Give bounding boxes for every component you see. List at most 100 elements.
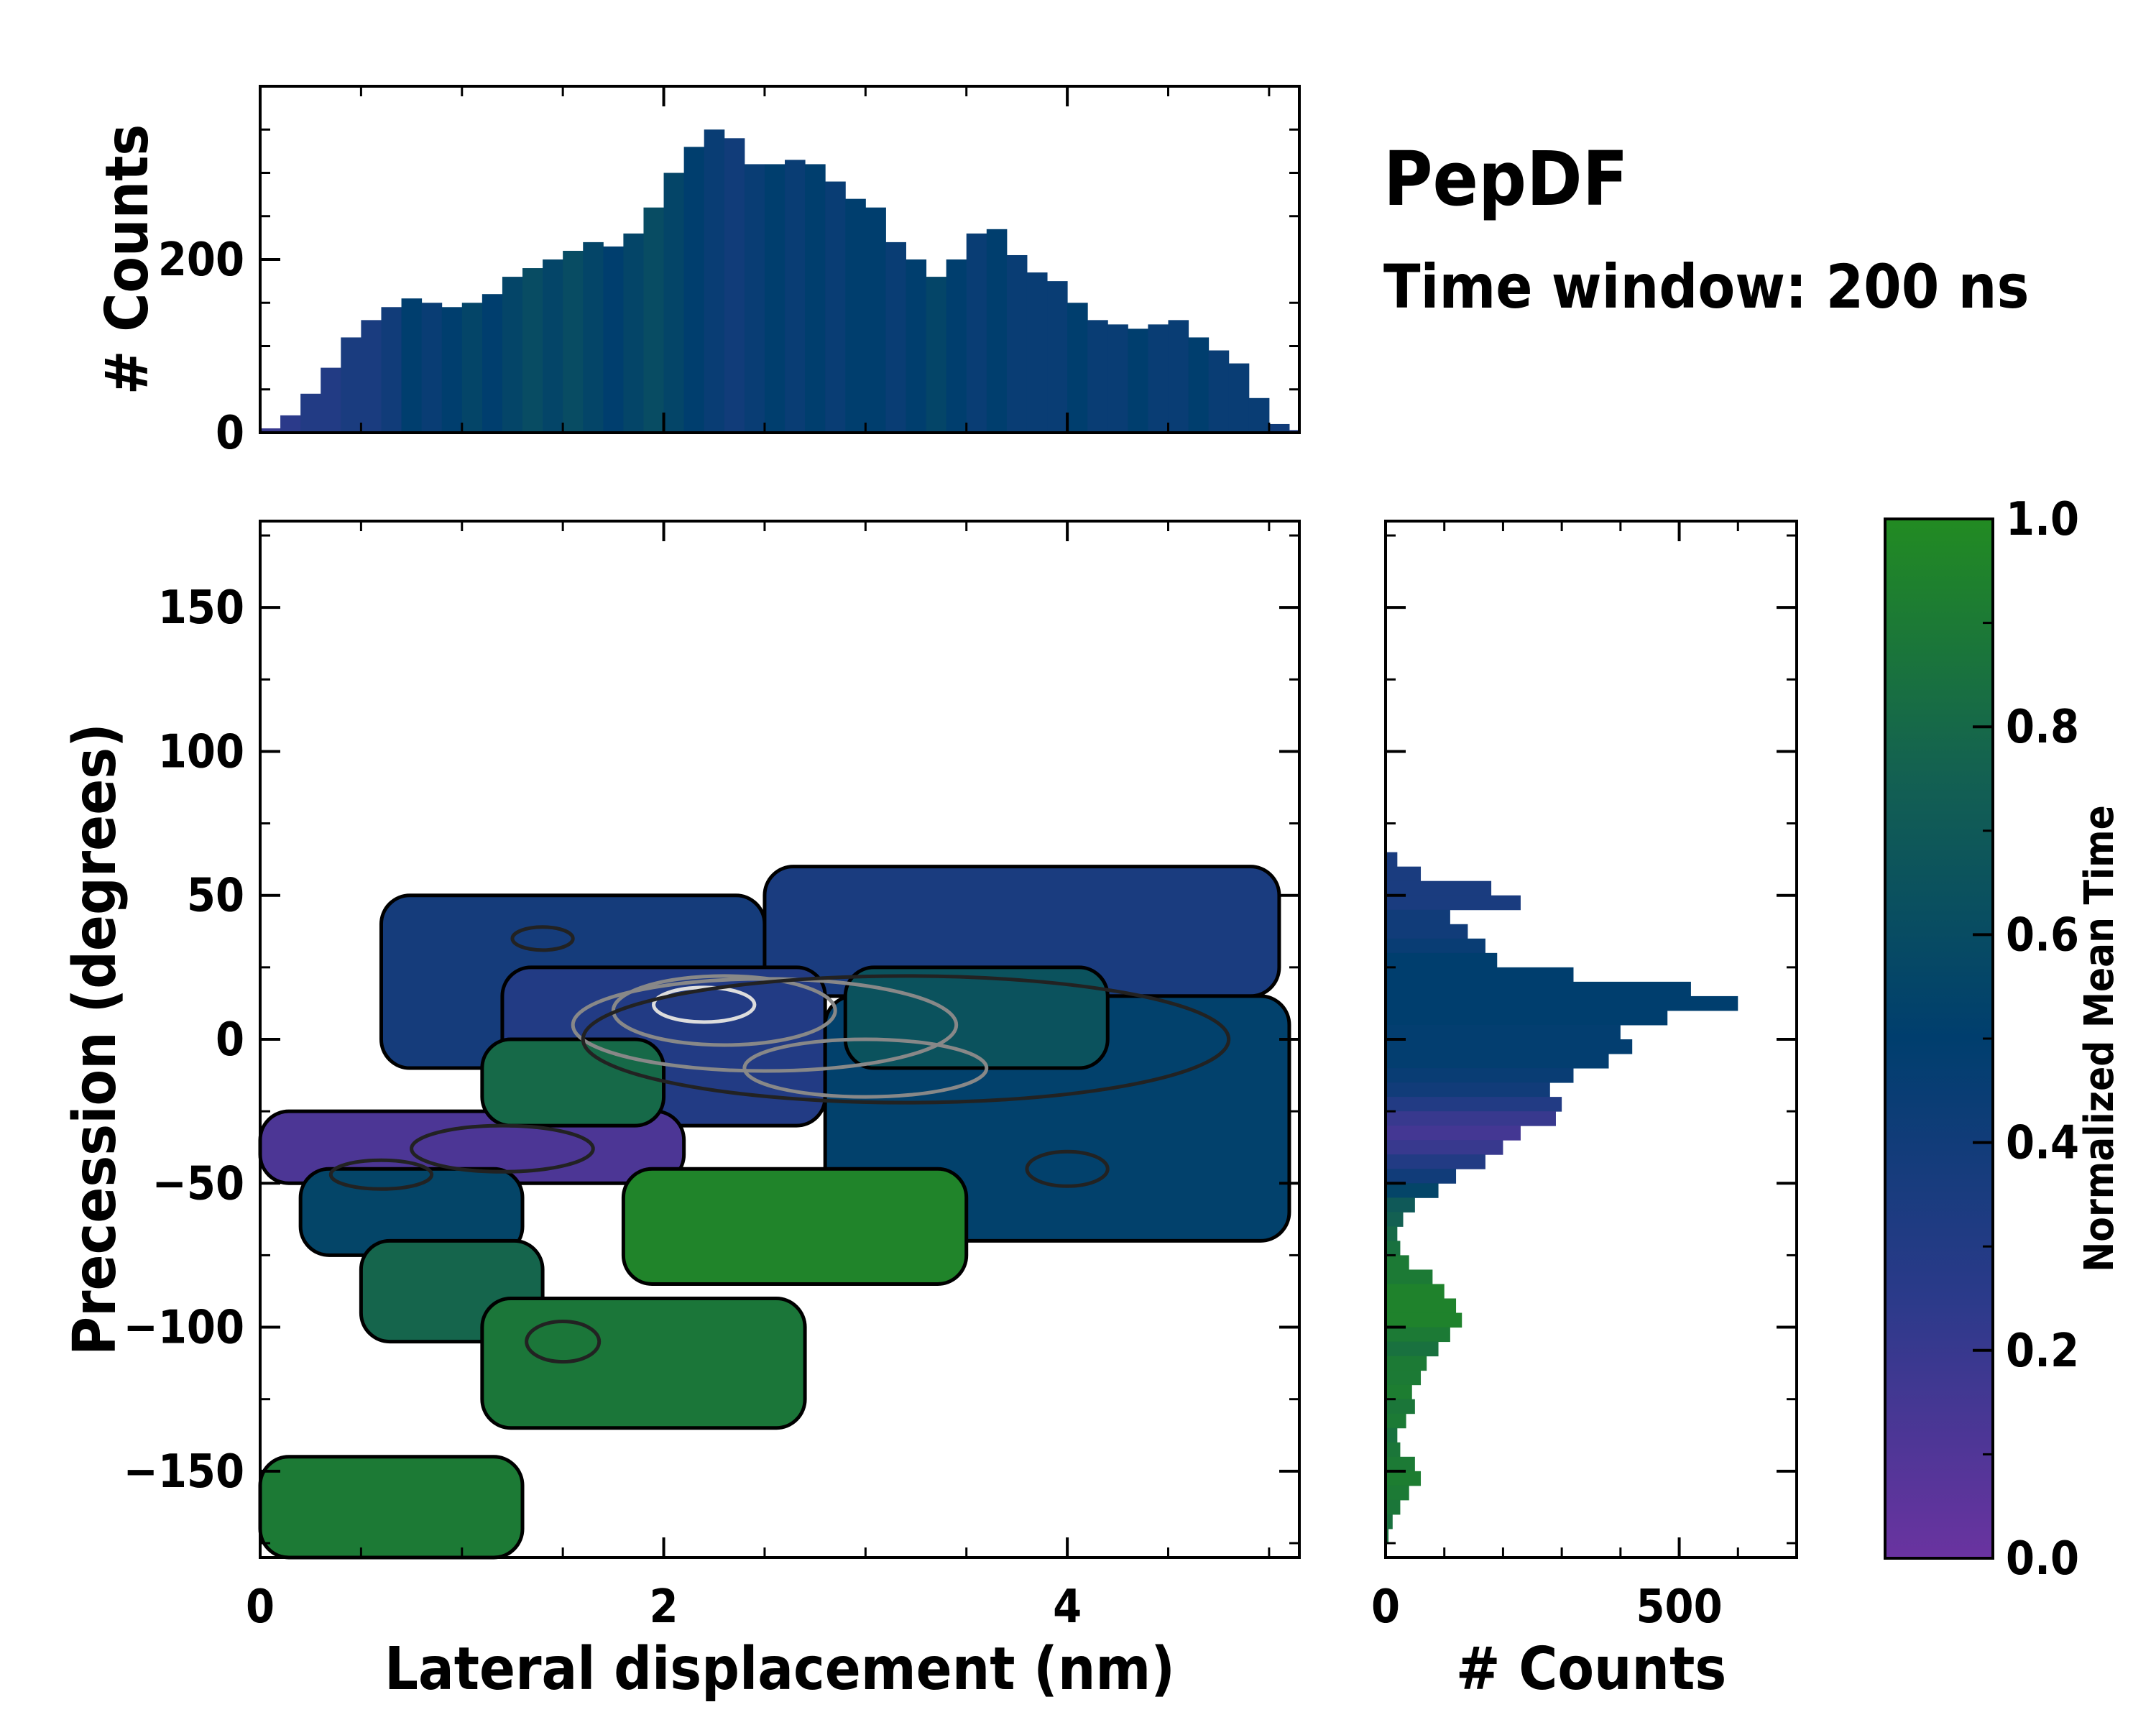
right-histogram-bars (1386, 852, 1738, 1544)
top-hist-bar (361, 320, 382, 433)
right-hist-bar (1386, 1039, 1633, 1054)
right-hist-bar (1386, 1169, 1457, 1184)
density-contour-8 (525, 1320, 602, 1364)
top-hist-bar (321, 367, 341, 433)
top-hist-bar (1248, 397, 1270, 433)
colorbar: 0.0 0.2 0.4 0.6 0.8 1.0 Normalized Mean Time (1884, 493, 2123, 1586)
top-hist-bar (441, 307, 463, 433)
right-hist-bar (1386, 1384, 1412, 1400)
right-hist-bar (1386, 1341, 1439, 1357)
top-axis-ticks: 0 200 (158, 86, 1299, 460)
top-hist-bar (1067, 303, 1088, 433)
top-hist-bar (1168, 320, 1189, 433)
top-hist-bar (1148, 324, 1169, 433)
top-hist-bar (603, 246, 624, 433)
right-hist-bar (1386, 1241, 1401, 1256)
heatmap-cluster-10 (480, 1297, 807, 1430)
top-hist-bar (522, 268, 543, 433)
heatmap-cluster-9 (621, 1167, 969, 1286)
density-contours (328, 925, 1231, 1364)
top-hist-bar (1228, 363, 1250, 433)
main-x-axis-label: Lateral displacement (nm) (384, 1635, 1175, 1703)
right-hist-bar (1386, 1456, 1415, 1472)
top-hist-bar (461, 303, 483, 433)
right-hist-bar (1386, 1054, 1609, 1069)
right-hist-bar (1386, 1284, 1445, 1299)
right-hist-bar (1386, 1024, 1621, 1040)
right-hist-bar (1386, 1197, 1415, 1213)
density-contour-0 (652, 985, 757, 1024)
colorbar-label: Normalized Mean Time (2076, 805, 2123, 1272)
colorbar-tick-label: 0.8 (2006, 701, 2079, 754)
colorbar-tick-label: 0.0 (2006, 1532, 2079, 1586)
right-hist-bar (1386, 1154, 1485, 1169)
density-contour-2 (571, 977, 959, 1073)
main-y-tick-label: 0 (216, 1013, 244, 1067)
main-y-tick-label: −150 (124, 1445, 244, 1499)
right-hist-bar (1386, 1212, 1404, 1227)
top-hist-bar (1188, 337, 1210, 433)
top-hist-bar (785, 160, 806, 433)
top-hist-bar (926, 277, 947, 433)
top-hist-bar (764, 164, 786, 433)
main-y-tick-label: 150 (158, 581, 244, 635)
top-hist-bar (260, 428, 281, 433)
top-hist-bar (1128, 328, 1148, 433)
main-y-tick-label: −50 (152, 1157, 244, 1210)
right-hist-bar (1386, 1413, 1406, 1429)
top-y-axis-label: # Counts (93, 124, 162, 395)
right-hist-bar (1386, 909, 1450, 925)
top-hist-bar (563, 250, 584, 433)
top-y-tick-label: 0 (216, 407, 244, 460)
density-contour-6 (328, 1158, 434, 1191)
right-hist-bar (1386, 924, 1468, 939)
colorbar-ticks: 0.0 0.2 0.4 0.6 0.8 1.0 (1973, 493, 2079, 1586)
top-hist-bar (280, 415, 301, 433)
right-hist-bar (1386, 1068, 1574, 1083)
main-x-tick-label: 0 (246, 1581, 275, 1634)
top-hist-bar (1208, 350, 1230, 433)
main-y-tick-label: 50 (187, 870, 244, 923)
main-panel: 0 2 4 −150 −100 −50 0 50 100 150 Lateral displace… (61, 520, 1301, 1703)
right-hist-bar (1386, 852, 1398, 868)
right-x-tick-label: 500 (1636, 1581, 1722, 1634)
right-hist-bar (1386, 1111, 1556, 1126)
top-hist-bar (724, 138, 745, 433)
top-hist-bar (401, 298, 423, 433)
right-hist-bar (1386, 1226, 1398, 1241)
top-hist-bar (1026, 272, 1048, 433)
right-hist-bar (1386, 1126, 1521, 1141)
top-hist-bar (583, 242, 604, 433)
top-hist-bar (683, 147, 705, 433)
right-x-axis-label: # Counts (1456, 1635, 1727, 1703)
colorbar-tick-label: 0.4 (2006, 1117, 2079, 1170)
main-y-tick-label: 100 (158, 725, 244, 778)
colorbar-tick-label: 0.6 (2006, 908, 2079, 962)
top-histogram-panel: 0 200 # Counts (93, 85, 1301, 460)
top-hist-bar (502, 277, 523, 433)
top-hist-bar (663, 172, 685, 433)
top-hist-bar (1047, 281, 1068, 433)
density-contour-4 (581, 974, 1231, 1105)
right-hist-bar (1386, 1312, 1462, 1328)
heatmap-cluster-5 (843, 965, 1110, 1070)
top-hist-bar (966, 233, 987, 433)
right-hist-bar (1386, 938, 1485, 954)
right-hist-bar (1386, 1298, 1457, 1314)
right-hist-bar (1386, 1442, 1401, 1458)
top-hist-bar (1006, 254, 1028, 433)
right-hist-bar (1386, 1269, 1433, 1284)
top-hist-bar (946, 259, 967, 433)
right-axis-ticks: 0 500 (1371, 521, 1797, 1634)
colorbar-tick-label: 1.0 (2006, 493, 2079, 546)
right-hist-bar (1386, 1356, 1427, 1371)
top-hist-bar (885, 242, 906, 433)
top-hist-bar (623, 233, 644, 433)
density-contour-7 (1025, 1149, 1110, 1188)
right-hist-bar (1386, 1499, 1401, 1515)
top-hist-bar (906, 259, 927, 433)
top-hist-bar (1087, 320, 1108, 433)
main-y-tick-label: −100 (124, 1302, 244, 1355)
right-histogram-panel: 0 500 # Counts (1371, 520, 1798, 1703)
